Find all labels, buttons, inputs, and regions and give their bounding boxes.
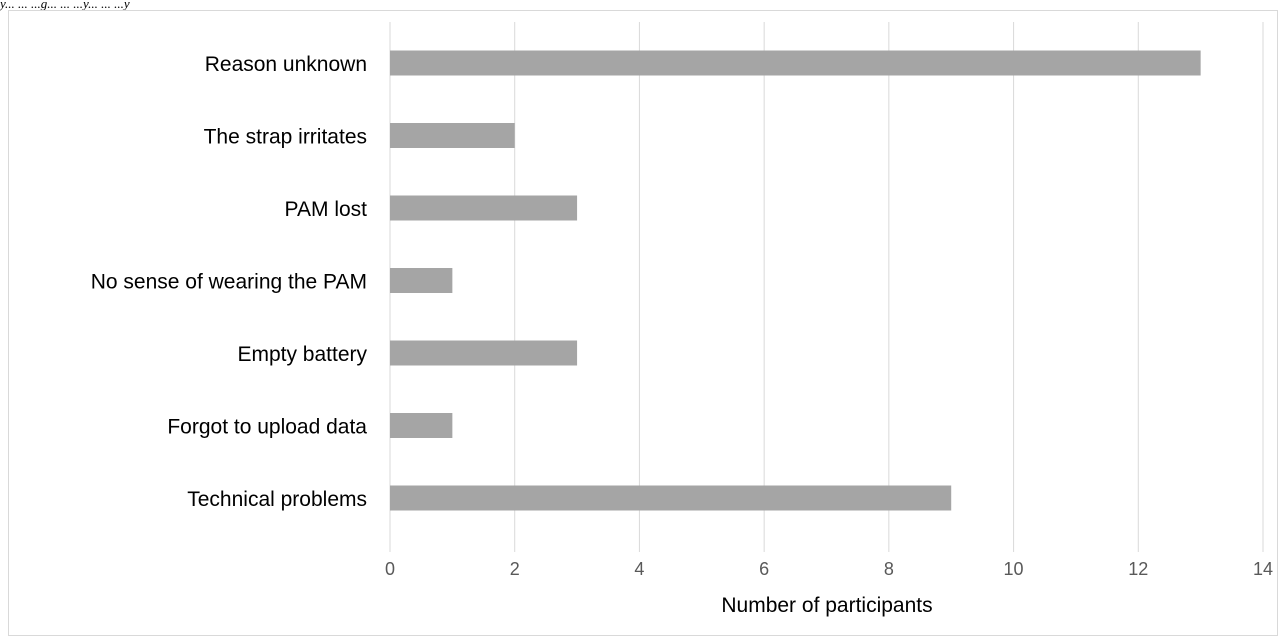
bar bbox=[390, 340, 578, 366]
category-label: Empty battery bbox=[237, 343, 367, 366]
bar bbox=[390, 50, 1201, 76]
bar bbox=[390, 268, 453, 293]
bars bbox=[390, 50, 1201, 511]
x-tick-label: 12 bbox=[1128, 559, 1148, 579]
x-tick-labels: 0 2 4 6 8 10 12 14 bbox=[385, 559, 1273, 579]
category-label: Technical problems bbox=[187, 488, 367, 511]
x-tick-label: 8 bbox=[884, 559, 894, 579]
x-tick-label: 0 bbox=[385, 559, 395, 579]
x-tick-label: 4 bbox=[634, 559, 644, 579]
category-labels: Reason unknown The strap irritates PAM los… bbox=[91, 53, 368, 511]
x-axis-title: Number of participants bbox=[721, 594, 932, 617]
category-label: Forgot to upload data bbox=[167, 416, 367, 439]
category-label: No sense of wearing the PAM bbox=[91, 271, 367, 294]
bar bbox=[390, 413, 453, 438]
bar bbox=[390, 123, 515, 148]
x-tick-label: 14 bbox=[1253, 559, 1273, 579]
bar bbox=[390, 195, 578, 221]
category-label: PAM lost bbox=[285, 198, 368, 221]
x-tick-label: 10 bbox=[1004, 559, 1024, 579]
figure-caption: y... ... ...g... ... ...y... ... ...y bbox=[0, 0, 130, 11]
category-label: Reason unknown bbox=[205, 53, 367, 76]
x-tick-label: 6 bbox=[759, 559, 769, 579]
category-label: The strap irritates bbox=[204, 126, 367, 149]
gridlines bbox=[389, 22, 1264, 552]
x-tick-label: 2 bbox=[510, 559, 520, 579]
bar bbox=[390, 485, 952, 511]
